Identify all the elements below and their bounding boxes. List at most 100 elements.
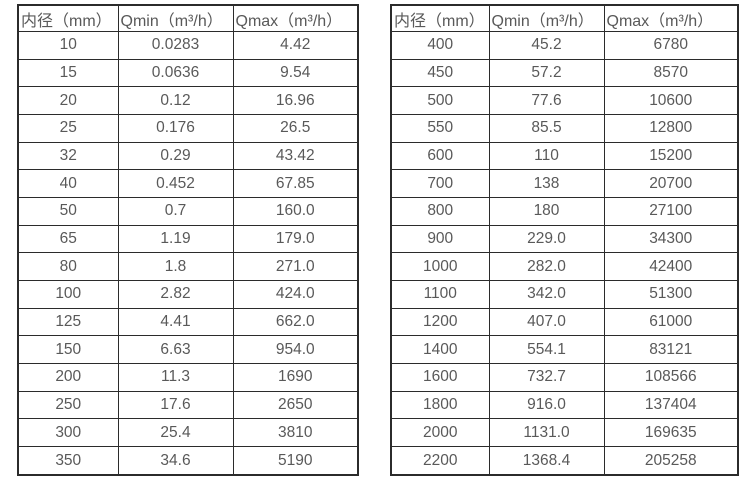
table-row: 200 11.3 1690 bbox=[17, 363, 359, 392]
qmax-cell: 10600 bbox=[603, 86, 739, 116]
diameter-cell: 900 bbox=[390, 224, 490, 254]
column-header-qmax: Qmax（m³/h） bbox=[232, 4, 359, 32]
qmax-cell: 83121 bbox=[603, 335, 739, 365]
diameter-cell: 20 bbox=[17, 86, 119, 116]
diameter-cell: 300 bbox=[17, 418, 119, 448]
table-row: 600 110 15200 bbox=[390, 141, 739, 171]
diameter-cell: 65 bbox=[17, 224, 119, 254]
qmax-cell: 15200 bbox=[603, 141, 739, 171]
diameter-cell: 1600 bbox=[390, 363, 490, 392]
diameter-cell: 200 bbox=[17, 363, 119, 392]
qmax-cell: 5190 bbox=[232, 446, 359, 476]
diameter-cell: 700 bbox=[390, 169, 490, 199]
table-row: 250 17.6 2650 bbox=[17, 390, 359, 420]
qmax-cell: 1690 bbox=[232, 363, 359, 392]
diameter-cell: 125 bbox=[17, 307, 119, 337]
qmin-cell: 45.2 bbox=[488, 31, 605, 60]
table-row: 700 138 20700 bbox=[390, 169, 739, 199]
qmax-cell: 2650 bbox=[232, 390, 359, 420]
table-row: 32 0.29 43.42 bbox=[17, 141, 359, 171]
flow-spec-table-left: 内径（mm） Qmin（m³/h） Qmax（m³/h） 10 0.0283 4.42 1… bbox=[17, 4, 359, 476]
diameter-cell: 600 bbox=[390, 141, 490, 171]
table-row: 900 229.0 34300 bbox=[390, 224, 739, 254]
table-row: 125 4.41 662.0 bbox=[17, 307, 359, 337]
qmin-cell: 34.6 bbox=[117, 446, 234, 476]
qmin-cell: 0.0636 bbox=[117, 58, 234, 88]
qmin-cell: 1368.4 bbox=[488, 446, 605, 476]
qmin-cell: 77.6 bbox=[488, 86, 605, 116]
qmax-cell: 4.42 bbox=[232, 31, 359, 60]
header-row: 内径（mm） Qmin（m³/h） Qmax（m³/h） bbox=[17, 4, 359, 32]
diameter-cell: 40 bbox=[17, 169, 119, 199]
table-row: 50 0.7 160.0 bbox=[17, 197, 359, 226]
qmax-cell: 67.85 bbox=[232, 169, 359, 199]
header-row: 内径（mm） Qmin（m³/h） Qmax（m³/h） bbox=[390, 4, 739, 32]
qmax-cell: 662.0 bbox=[232, 307, 359, 337]
diameter-cell: 450 bbox=[390, 58, 490, 88]
qmin-cell: 0.0283 bbox=[117, 31, 234, 60]
table-row: 20 0.12 16.96 bbox=[17, 86, 359, 116]
diameter-cell: 80 bbox=[17, 252, 119, 282]
table-row: 300 25.4 3810 bbox=[17, 418, 359, 448]
qmax-cell: 20700 bbox=[603, 169, 739, 199]
diameter-cell: 1800 bbox=[390, 390, 490, 420]
column-header-diameter: 内径（mm） bbox=[17, 4, 119, 32]
qmax-cell: 169635 bbox=[603, 418, 739, 448]
qmin-cell: 732.7 bbox=[488, 363, 605, 392]
table-row: 100 2.82 424.0 bbox=[17, 280, 359, 309]
diameter-cell: 15 bbox=[17, 58, 119, 88]
diameter-cell: 50 bbox=[17, 197, 119, 226]
qmax-cell: 137404 bbox=[603, 390, 739, 420]
diameter-cell: 400 bbox=[390, 31, 490, 60]
qmax-cell: 42400 bbox=[603, 252, 739, 282]
table-row: 450 57.2 8570 bbox=[390, 58, 739, 88]
diameter-cell: 10 bbox=[17, 31, 119, 60]
qmin-cell: 0.12 bbox=[117, 86, 234, 116]
qmin-cell: 1.8 bbox=[117, 252, 234, 282]
qmax-cell: 34300 bbox=[603, 224, 739, 254]
diameter-cell: 2000 bbox=[390, 418, 490, 448]
qmin-cell: 25.4 bbox=[117, 418, 234, 448]
qmax-cell: 8570 bbox=[603, 58, 739, 88]
table-row: 65 1.19 179.0 bbox=[17, 224, 359, 254]
diameter-cell: 1100 bbox=[390, 280, 490, 309]
qmin-cell: 110 bbox=[488, 141, 605, 171]
qmax-cell: 43.42 bbox=[232, 141, 359, 171]
qmin-cell: 6.63 bbox=[117, 335, 234, 365]
table-row: 350 34.6 5190 bbox=[17, 446, 359, 476]
table-row: 2200 1368.4 205258 bbox=[390, 446, 739, 476]
qmax-cell: 6780 bbox=[603, 31, 739, 60]
diameter-cell: 25 bbox=[17, 114, 119, 143]
diameter-cell: 100 bbox=[17, 280, 119, 309]
qmin-cell: 11.3 bbox=[117, 363, 234, 392]
qmin-cell: 180 bbox=[488, 197, 605, 226]
qmin-cell: 554.1 bbox=[488, 335, 605, 365]
table-row: 550 85.5 12800 bbox=[390, 114, 739, 143]
qmin-cell: 138 bbox=[488, 169, 605, 199]
table-row: 1400 554.1 83121 bbox=[390, 335, 739, 365]
qmax-cell: 12800 bbox=[603, 114, 739, 143]
diameter-cell: 550 bbox=[390, 114, 490, 143]
table-row: 1100 342.0 51300 bbox=[390, 280, 739, 309]
table-row: 40 0.452 67.85 bbox=[17, 169, 359, 199]
qmin-cell: 57.2 bbox=[488, 58, 605, 88]
qmin-cell: 0.7 bbox=[117, 197, 234, 226]
table-row: 150 6.63 954.0 bbox=[17, 335, 359, 365]
diameter-cell: 2200 bbox=[390, 446, 490, 476]
qmin-cell: 229.0 bbox=[488, 224, 605, 254]
table-row: 1800 916.0 137404 bbox=[390, 390, 739, 420]
qmin-cell: 0.176 bbox=[117, 114, 234, 143]
column-header-qmin: Qmin（m³/h） bbox=[117, 4, 234, 32]
table-row: 1200 407.0 61000 bbox=[390, 307, 739, 337]
qmin-cell: 2.82 bbox=[117, 280, 234, 309]
diameter-cell: 250 bbox=[17, 390, 119, 420]
qmin-cell: 85.5 bbox=[488, 114, 605, 143]
qmax-cell: 108566 bbox=[603, 363, 739, 392]
qmin-cell: 1131.0 bbox=[488, 418, 605, 448]
diameter-cell: 150 bbox=[17, 335, 119, 365]
column-header-qmax: Qmax（m³/h） bbox=[603, 4, 739, 32]
qmin-cell: 342.0 bbox=[488, 280, 605, 309]
diameter-cell: 32 bbox=[17, 141, 119, 171]
table-row: 15 0.0636 9.54 bbox=[17, 58, 359, 88]
